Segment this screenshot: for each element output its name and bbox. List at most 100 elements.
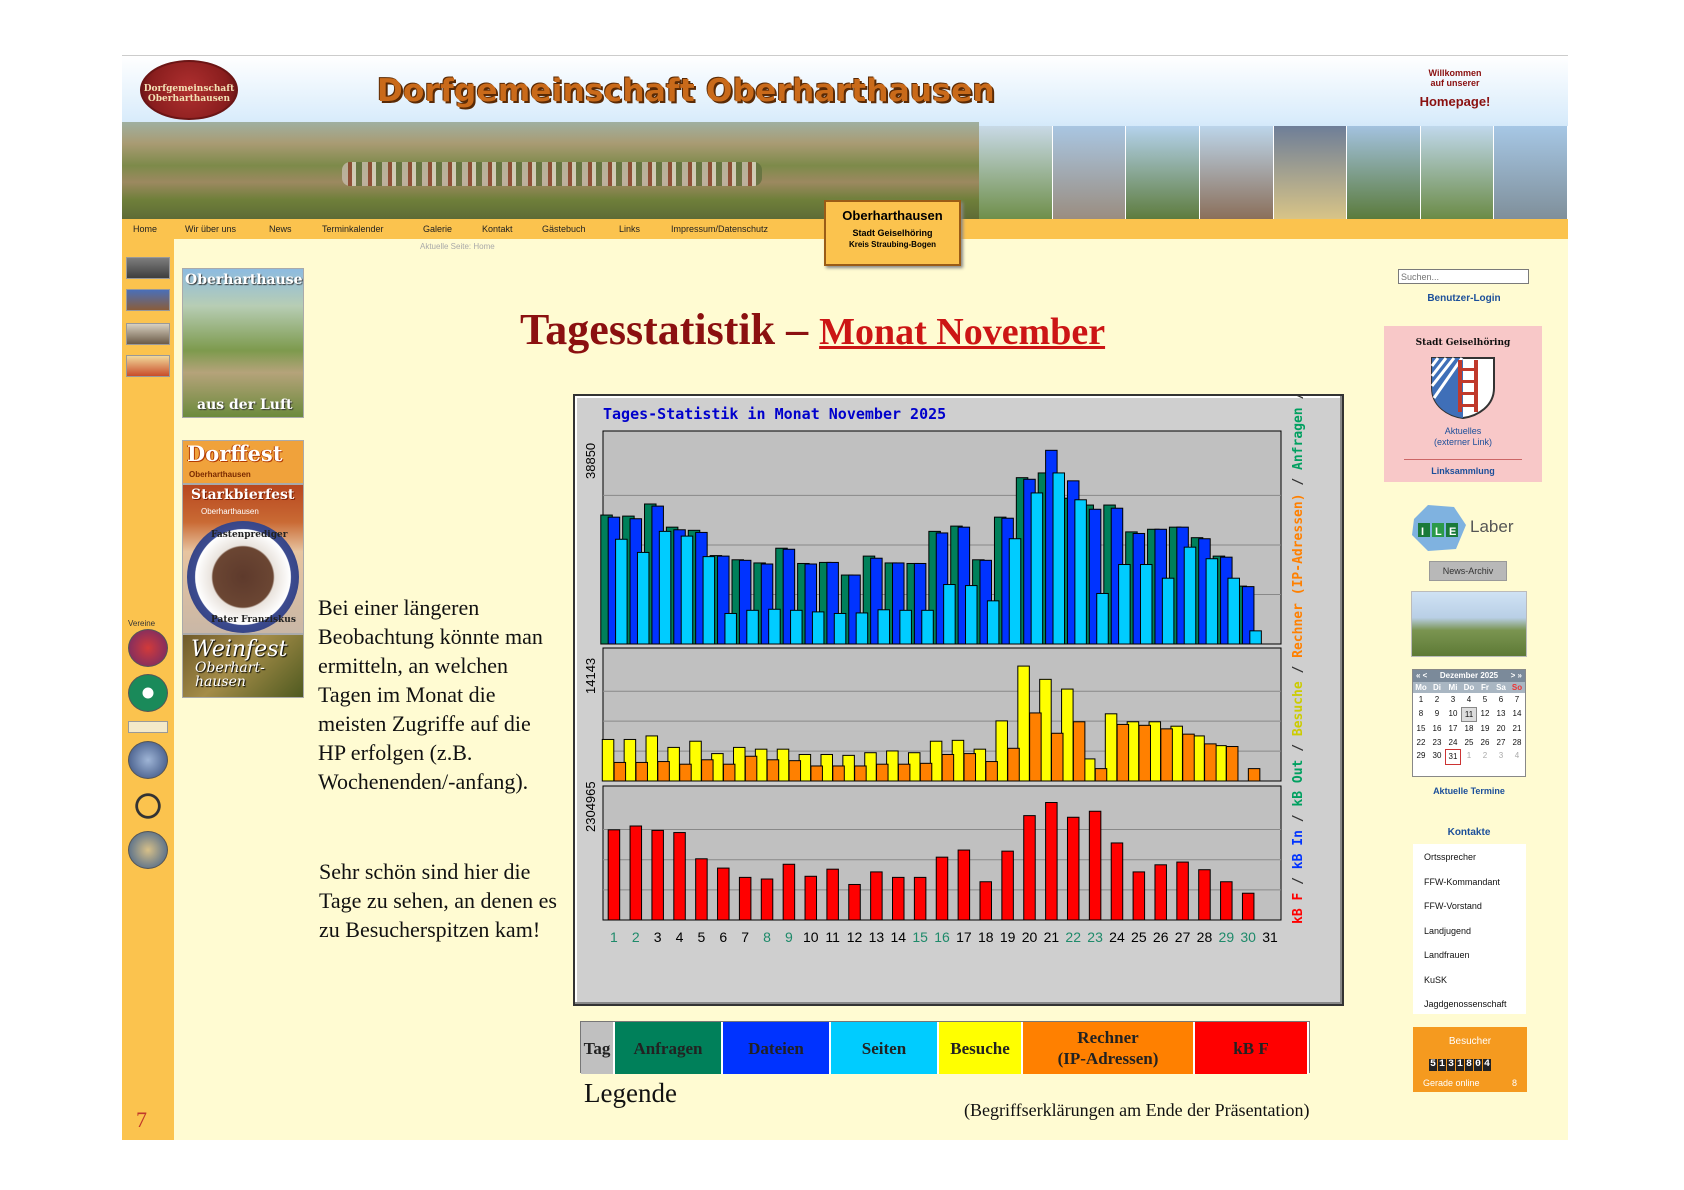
calendar-day[interactable]: 7 (1514, 695, 1520, 704)
thumb-map[interactable] (126, 355, 170, 377)
calendar-day[interactable]: 4 (1466, 695, 1472, 704)
linksammlung-link[interactable]: Linksammlung (1431, 466, 1495, 476)
kusk-emblem-icon[interactable] (128, 831, 168, 869)
tile-aerial[interactable]: Oberharthausen aus der Luft (182, 268, 304, 418)
bar-kb-day-30 (1241, 892, 1255, 921)
calendar-day[interactable]: 14 (1512, 708, 1522, 718)
calendar-day[interactable]: 29 (1416, 751, 1426, 760)
termine-link[interactable]: Aktuelle Termine (1433, 786, 1505, 796)
calendar-day[interactable]: 24 (1448, 737, 1458, 747)
bar-dateien-day-15 (913, 562, 927, 645)
club-logo[interactable]: Dorfgemeinschaft Oberharthausen (140, 60, 238, 120)
calendar-day[interactable]: 2 (1434, 695, 1440, 704)
bar-dateien-day-13 (870, 557, 883, 645)
calendar-day[interactable]: 27 (1496, 737, 1506, 747)
calendar-next[interactable]: > » (1510, 671, 1522, 680)
bar-rechner-day-21 (1051, 732, 1064, 782)
nav-impressum[interactable]: Impressum/Datenschutz (671, 224, 769, 234)
calendar-day[interactable]: 13 (1496, 708, 1506, 718)
bar-rechner-day-16 (941, 753, 955, 782)
calendar-day[interactable]: 3 (1498, 751, 1504, 760)
calendar-day[interactable]: 6 (1498, 695, 1504, 704)
calendar-day[interactable]: 5 (1482, 695, 1488, 704)
x-tick-label: 25 (1131, 929, 1147, 945)
slide-number: 7 (136, 1107, 147, 1132)
side-label-part: kB F (1291, 893, 1306, 924)
chart-legend: Tag Anfragen Dateien Seiten Besuche Rechner (I… (580, 1021, 1310, 1074)
bar-rechner-day-5 (701, 759, 714, 782)
calendar-day[interactable]: 21 (1512, 724, 1522, 733)
ile-laber-logo[interactable]: I L E Laber (1410, 499, 1540, 557)
tile-starkbierfest[interactable]: Starkbierfest Oberharthausen Fastenpredi… (182, 484, 304, 634)
city-coat-of-arms-icon[interactable] (1428, 354, 1498, 420)
bar-kb-day-28 (1198, 869, 1211, 921)
calendar-day[interactable]: 16 (1432, 724, 1442, 733)
thumb-house[interactable] (126, 323, 170, 345)
kontakt-link[interactable]: Ortssprecher (1424, 852, 1477, 862)
nav-galerie[interactable]: Galerie (423, 224, 453, 234)
nav-kontakt[interactable]: Kontakt (482, 224, 513, 234)
news-archive-button[interactable]: News-Archiv (1429, 561, 1507, 581)
nav-links[interactable]: Links (619, 224, 641, 234)
kontakt-link[interactable]: FFW-Kommandant (1424, 876, 1500, 887)
verein-crest-icon[interactable] (128, 741, 168, 779)
calendar-day[interactable]: 31 (1445, 749, 1461, 765)
nav-gaestebuch[interactable]: Gästebuch (542, 224, 586, 234)
calendar-day[interactable]: 30 (1432, 751, 1442, 760)
tile-dorffest[interactable]: Dorffest Oberharthausen (182, 440, 304, 484)
calendar-day[interactable]: 20 (1496, 724, 1506, 733)
nav-terminkalender[interactable]: Terminkalender (322, 224, 384, 234)
kljb-emblem-icon[interactable] (128, 674, 168, 712)
calendar-weekday: Di (1433, 683, 1441, 692)
calendar-day[interactable]: 1 (1418, 695, 1424, 704)
search-input[interactable] (1398, 269, 1529, 284)
calendar-day[interactable]: 25 (1464, 737, 1474, 747)
kontakt-link[interactable]: Landfrauen (1424, 950, 1470, 960)
x-tick-label: 27 (1175, 929, 1191, 945)
calendar-day[interactable]: 10 (1448, 708, 1458, 718)
calendar-day[interactable]: 12 (1480, 708, 1490, 718)
nav-home[interactable]: Home (133, 224, 158, 234)
kontakt-link[interactable]: Landjugend (1424, 925, 1472, 936)
calendar-day[interactable]: 18 (1464, 724, 1474, 733)
calendar-day[interactable]: 17 (1448, 724, 1458, 733)
deer-antlers-icon[interactable] (128, 787, 168, 825)
calendar-prev[interactable]: « < (1416, 671, 1428, 680)
calendar-day[interactable]: 4 (1514, 751, 1520, 760)
calendar-weekday: Do (1463, 683, 1475, 692)
landfrauen-logo[interactable] (128, 721, 168, 733)
calendar-day[interactable]: 9 (1434, 708, 1440, 718)
x-tick-label: 11 (825, 929, 840, 945)
ffw-emblem-icon[interactable] (128, 629, 168, 667)
calendar-day[interactable]: 23 (1432, 737, 1442, 747)
login-link[interactable]: Benutzer-Login (1427, 293, 1501, 304)
geisel-aktuelles-link[interactable]: Aktuelles (externer Link) (1433, 426, 1493, 447)
kontakt-link[interactable]: FFW-Vorstand (1424, 901, 1482, 911)
paragraph-observation: Bei einer längeren Beobachtung könnte ma… (318, 595, 543, 794)
nav-wir-ueber-uns[interactable]: Wir über uns (185, 224, 237, 234)
calendar-day[interactable]: 15 (1416, 724, 1426, 733)
tile-weinfest[interactable]: Weinfest Oberhart-hausen (182, 634, 304, 698)
calendar-day[interactable]: 1 (1466, 751, 1472, 760)
ile-logo-icon: I L E (1412, 505, 1466, 551)
calendar-day[interactable]: 8 (1418, 708, 1424, 718)
headline-link[interactable]: Monat November (819, 311, 1106, 353)
calendar-day[interactable]: 22 (1416, 737, 1426, 747)
calendar-days: 1 2 3 4 5 6 7 8 9 10 11 12 13 14 15 16 17 18 19 20 21 22 23 24 2… (1413, 693, 1525, 765)
nav-news[interactable]: News (269, 224, 292, 234)
calendar-day[interactable]: 19 (1480, 724, 1490, 733)
thumb-church[interactable] (126, 289, 170, 311)
kontakt-link[interactable]: Jagdgenossenschaft (1424, 999, 1507, 1009)
kontakte-list: Ortssprecher FFW-Kommandant FFW-Vorstand La… (1413, 844, 1526, 1014)
calendar-day[interactable]: 26 (1480, 737, 1490, 747)
y-max-label-3: 2304965 (583, 781, 598, 832)
thumb-village[interactable] (126, 257, 170, 279)
side-label-part: / (1291, 807, 1306, 830)
calendar-day[interactable]: 3 (1450, 695, 1456, 704)
kontakt-link[interactable]: KuSK (1424, 974, 1448, 985)
bar-dateien-day-23 (1088, 508, 1102, 645)
bar-seiten-day-20 (1030, 492, 1044, 645)
calendar-day[interactable]: 2 (1482, 751, 1488, 760)
calendar-day[interactable]: 11 (1461, 706, 1477, 722)
calendar-day[interactable]: 28 (1512, 737, 1522, 747)
